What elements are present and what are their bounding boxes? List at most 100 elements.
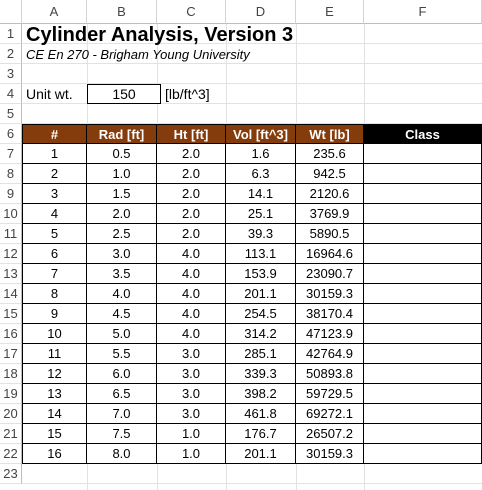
table-cell[interactable] [364,324,482,344]
column-header-e[interactable]: E [296,0,364,24]
table-cell[interactable]: 25.1 [226,204,296,224]
row-header-2[interactable]: 2 [0,44,22,64]
table-cell[interactable]: 30159.3 [296,444,364,464]
table-cell[interactable]: 201.1 [226,284,296,304]
row-header-12[interactable]: 12 [0,244,22,264]
table-cell[interactable]: 5 [22,224,87,244]
row-header-3[interactable]: 3 [0,64,22,84]
unit-weight-input[interactable]: 150 [87,84,161,104]
table-cell[interactable]: 201.1 [226,444,296,464]
table-cell[interactable]: 38170.4 [296,304,364,324]
table-cell[interactable]: 16964.6 [296,244,364,264]
table-cell[interactable] [364,284,482,304]
row-header-11[interactable]: 11 [0,224,22,244]
table-cell[interactable]: 2.0 [157,204,226,224]
row-header-19[interactable]: 19 [0,384,22,404]
row-header-5[interactable]: 5 [0,104,22,124]
table-cell[interactable]: 2.0 [157,184,226,204]
table-cell[interactable] [364,264,482,284]
table-cell[interactable]: 1.0 [157,444,226,464]
table-cell[interactable]: 11 [22,344,87,364]
table-cell[interactable] [364,344,482,364]
table-cell[interactable]: 3.0 [87,244,157,264]
row-header-15[interactable]: 15 [0,304,22,324]
table-cell[interactable]: 4.0 [157,304,226,324]
table-cell[interactable]: 3.0 [157,364,226,384]
table-cell[interactable]: 15 [22,424,87,444]
table-cell[interactable]: 461.8 [226,404,296,424]
table-cell[interactable] [364,144,482,164]
table-cell[interactable]: 2.5 [87,224,157,244]
table-cell[interactable]: 3.0 [157,344,226,364]
table-cell[interactable]: 26507.2 [296,424,364,444]
column-header-a[interactable]: A [22,0,87,24]
table-cell[interactable]: 4.0 [157,264,226,284]
table-cell[interactable]: 30159.3 [296,284,364,304]
table-cell[interactable]: 3769.9 [296,204,364,224]
table-cell[interactable]: 3.5 [87,264,157,284]
table-cell[interactable]: 398.2 [226,384,296,404]
table-cell[interactable]: 6.5 [87,384,157,404]
row-header-18[interactable]: 18 [0,364,22,384]
table-cell[interactable]: 3.0 [157,404,226,424]
table-cell[interactable]: 13 [22,384,87,404]
table-header-0[interactable]: # [22,124,87,144]
sheet-title[interactable]: Cylinder Analysis, Version 3 [26,23,294,46]
table-cell[interactable]: 47123.9 [296,324,364,344]
table-cell[interactable]: 7.0 [87,404,157,424]
table-cell[interactable]: 254.5 [226,304,296,324]
table-cell[interactable] [364,444,482,464]
table-cell[interactable]: 2 [22,164,87,184]
table-cell[interactable] [364,364,482,384]
table-cell[interactable]: 4.0 [157,324,226,344]
column-header-d[interactable]: D [226,0,296,24]
table-cell[interactable]: 3 [22,184,87,204]
row-header-16[interactable]: 16 [0,324,22,344]
row-header-6[interactable]: 6 [0,124,22,144]
table-cell[interactable]: 285.1 [226,344,296,364]
table-cell[interactable]: 4.0 [157,284,226,304]
table-cell[interactable]: 7 [22,264,87,284]
table-cell[interactable]: 2.0 [157,144,226,164]
row-header-4[interactable]: 4 [0,84,22,104]
table-cell[interactable] [364,244,482,264]
table-header-3[interactable]: Vol [ft^3] [225,124,296,144]
table-cell[interactable]: 153.9 [226,264,296,284]
table-cell[interactable] [364,164,482,184]
row-header-17[interactable]: 17 [0,344,22,364]
row-header-21[interactable]: 21 [0,424,22,444]
table-cell[interactable]: 4.0 [87,284,157,304]
column-header-c[interactable]: C [157,0,226,24]
table-cell[interactable]: 42764.9 [296,344,364,364]
table-cell[interactable]: 10 [22,324,87,344]
table-cell[interactable]: 235.6 [296,144,364,164]
table-cell[interactable]: 59729.5 [296,384,364,404]
table-cell[interactable] [364,404,482,424]
table-cell[interactable]: 8.0 [87,444,157,464]
table-cell[interactable] [364,224,482,244]
row-header-1[interactable]: 1 [0,24,22,44]
table-cell[interactable] [364,304,482,324]
table-cell[interactable]: 314.2 [226,324,296,344]
table-cell[interactable]: 4 [22,204,87,224]
table-cell[interactable]: 6 [22,244,87,264]
table-cell[interactable]: 3.0 [157,384,226,404]
table-cell[interactable]: 942.5 [296,164,364,184]
row-header-8[interactable]: 8 [0,164,22,184]
table-cell[interactable] [364,424,482,444]
table-cell[interactable]: 16 [22,444,87,464]
table-header-4[interactable]: Wt [lb] [295,124,364,144]
select-all-corner[interactable] [0,0,22,24]
row-header-23[interactable]: 23 [0,464,22,484]
table-cell[interactable]: 14.1 [226,184,296,204]
table-cell[interactable]: 1.0 [157,424,226,444]
table-cell[interactable]: 6.3 [226,164,296,184]
table-cell[interactable]: 6.0 [87,364,157,384]
column-header-b[interactable]: B [87,0,157,24]
unit-weight-label[interactable]: Unit wt. [26,86,73,102]
table-cell[interactable]: 5890.5 [296,224,364,244]
table-cell[interactable]: 339.3 [226,364,296,384]
table-cell[interactable]: 39.3 [226,224,296,244]
column-header-f[interactable]: F [364,0,482,24]
table-cell[interactable] [364,384,482,404]
